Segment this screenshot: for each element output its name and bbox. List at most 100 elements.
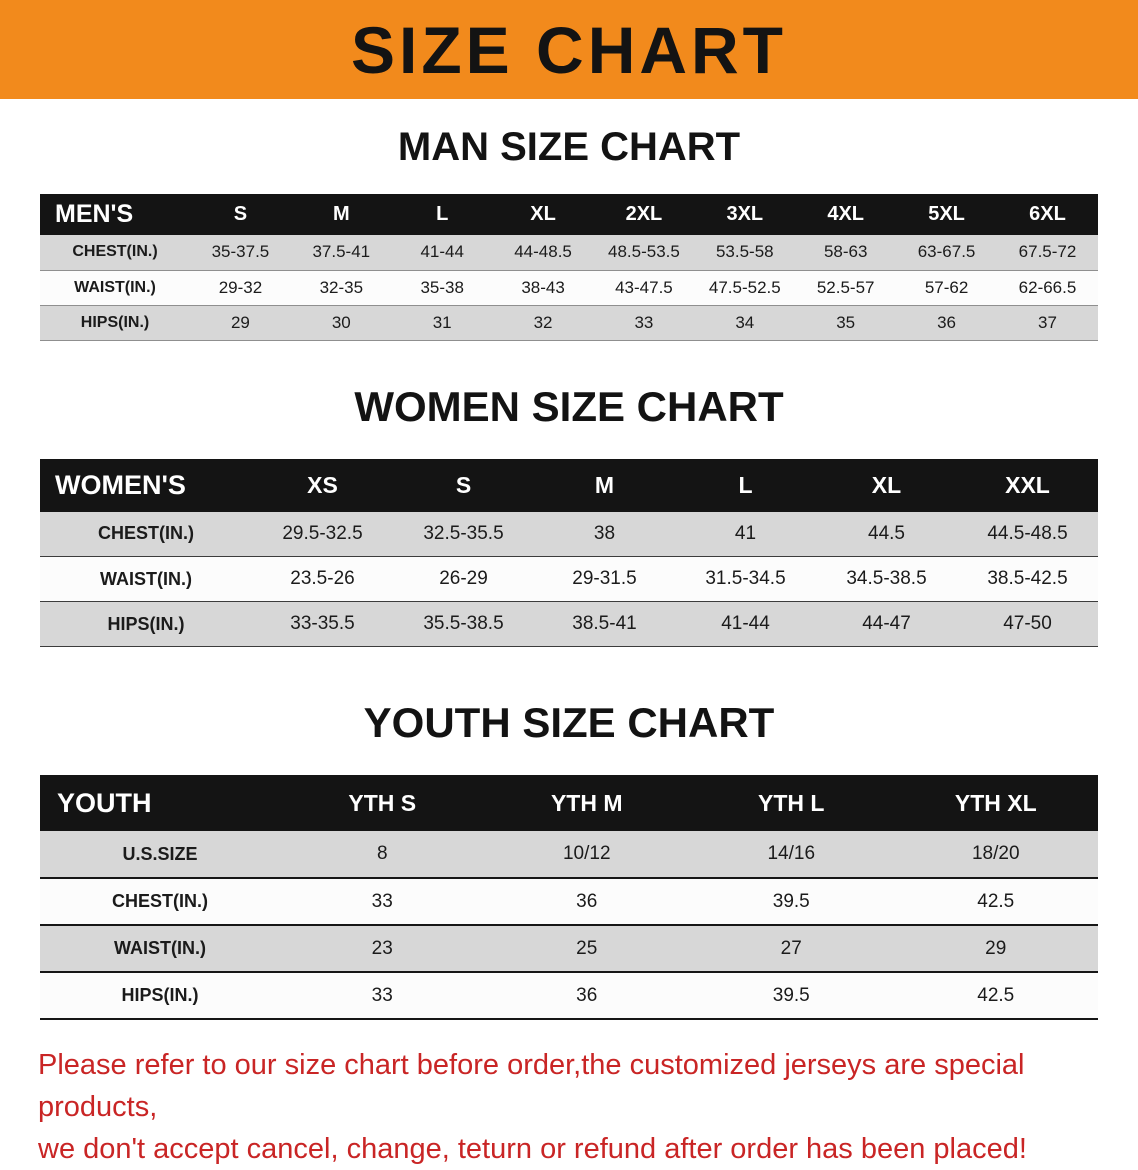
row-label: WAIST(IN.)	[114, 938, 206, 958]
size-value: 25	[576, 937, 598, 959]
size-value: 23	[371, 937, 393, 959]
size-value: 58-63	[823, 242, 868, 262]
size-column-header: XS	[307, 471, 338, 498]
size-value: 10/12	[562, 843, 611, 864]
row-label: CHEST(IN.)	[98, 523, 194, 544]
size-value: 30	[331, 312, 351, 332]
size-value: 31	[432, 312, 452, 332]
youth-corner-label: YOUTH	[57, 787, 152, 818]
size-column-header: M	[594, 471, 615, 498]
size-value: 39.5	[772, 890, 810, 912]
page-title: SIZE CHART	[351, 12, 787, 87]
youth-chest-row: CHEST(IN.) 33 36 39.5 42.5	[40, 878, 1098, 925]
women-corner-label: WOMEN'S	[55, 469, 186, 500]
size-column-header: S	[233, 203, 248, 225]
women-chart-heading: WOMEN SIZE CHART	[354, 382, 784, 430]
size-value: 32	[533, 312, 553, 332]
banner: SIZE CHART	[0, 0, 1138, 99]
women-hips-row: HIPS(IN.) 33-35.5 35.5-38.5 38.5-41 41-4…	[40, 601, 1098, 647]
size-value: 36	[576, 984, 598, 1006]
size-column-header: YTH L	[758, 789, 825, 816]
size-value: 42.5	[977, 984, 1015, 1006]
size-value: 35	[836, 312, 856, 332]
youth-waist-row: WAIST(IN.) 23 25 27 29	[40, 925, 1098, 972]
size-value: 33-35.5	[290, 613, 355, 634]
size-value: 32-35	[319, 277, 364, 297]
row-label: CHEST(IN.)	[72, 243, 158, 261]
men-hips-row: HIPS(IN.) 29 30 31 32 33 34 35 36 37	[40, 305, 1098, 340]
size-value: 36	[576, 890, 598, 912]
size-column-header: M	[332, 203, 350, 225]
size-value: 38-43	[521, 277, 565, 297]
disclaimer-line-1: Please refer to our size chart before or…	[38, 1049, 1025, 1124]
row-label: HIPS(IN.)	[80, 313, 150, 331]
size-value: 47.5-52.5	[708, 277, 781, 297]
size-value: 44.5	[868, 522, 905, 544]
youth-hips-row: HIPS(IN.) 33 36 39.5 42.5	[40, 972, 1098, 1019]
size-value: 33	[371, 984, 393, 1006]
women-size-chart-section: WOMEN SIZE CHART WOMEN'S XS S M L XL XXL…	[0, 383, 1138, 648]
size-value: 41	[734, 522, 757, 544]
men-waist-row: WAIST(IN.) 29-32 32-35 35-38 38-43 43-47…	[40, 270, 1098, 305]
size-value: 42.5	[977, 890, 1015, 912]
size-value: 37.5-41	[312, 242, 371, 262]
youth-size-table: YOUTH YTH S YTH M YTH L YTH XL U.S.SIZE …	[40, 775, 1098, 1020]
size-column-header: YTH XL	[954, 789, 1037, 816]
size-value: 35.5-38.5	[423, 613, 504, 634]
size-value: 27	[780, 937, 802, 959]
size-column-header: 3XL	[726, 203, 764, 225]
size-value: 34	[735, 312, 755, 332]
row-label: WAIST(IN.)	[100, 568, 192, 589]
row-label: CHEST(IN.)	[112, 891, 208, 911]
size-column-header: 4XL	[827, 203, 865, 225]
size-value: 23.5-26	[290, 568, 355, 589]
size-value: 29	[985, 937, 1007, 959]
size-column-header: XL	[871, 471, 902, 498]
size-value: 57-62	[924, 277, 969, 297]
size-value: 34.5-38.5	[846, 568, 927, 589]
size-value: 44.5-48.5	[987, 522, 1068, 544]
men-size-chart-section: MAN SIZE CHART MEN'S S M L XL 2XL 3XL 4X…	[0, 125, 1138, 341]
size-column-header: YTH S	[348, 789, 417, 816]
size-value: 26-29	[439, 568, 488, 589]
size-column-header: L	[738, 471, 753, 498]
size-value: 43-47.5	[615, 277, 673, 297]
youth-chart-heading: YOUTH SIZE CHART	[363, 699, 775, 746]
men-chart-heading: MAN SIZE CHART	[397, 125, 741, 169]
size-value: 29-32	[218, 277, 263, 297]
size-value: 31.5-34.5	[705, 568, 786, 589]
men-size-table: MEN'S S M L XL 2XL 3XL 4XL 5XL 6XL CHEST…	[40, 194, 1098, 341]
size-value: 38.5-41	[572, 613, 637, 634]
youth-size-chart-section: YOUTH SIZE CHART YOUTH YTH S YTH M YTH L…	[0, 699, 1138, 1020]
women-header-row: WOMEN'S XS S M L XL XXL	[40, 458, 1098, 512]
size-value: 41-44	[721, 613, 770, 634]
size-value: 33	[634, 312, 654, 332]
youth-header-row: YOUTH YTH S YTH M YTH L YTH XL	[40, 775, 1098, 831]
row-label: HIPS(IN.)	[121, 985, 199, 1005]
women-chest-row: CHEST(IN.) 29.5-32.5 32.5-35.5 38 41 44.…	[40, 511, 1098, 557]
size-value: 33	[371, 890, 393, 912]
size-value: 14/16	[767, 843, 816, 864]
size-column-header: S	[455, 471, 472, 498]
size-value: 44-47	[862, 613, 911, 634]
size-value: 29-31.5	[572, 568, 637, 589]
row-label: WAIST(IN.)	[74, 278, 156, 296]
women-waist-row: WAIST(IN.) 23.5-26 26-29 29-31.5 31.5-34…	[40, 556, 1098, 602]
size-column-header: YTH M	[550, 789, 623, 816]
size-value: 38	[593, 522, 616, 544]
size-column-header: XL	[530, 203, 556, 225]
disclaimer-line-2: we don't accept cancel, change, teturn o…	[38, 1133, 1027, 1166]
row-label: U.S.SIZE	[122, 843, 198, 864]
size-value: 41-44	[420, 242, 464, 262]
women-size-table: WOMEN'S XS S M L XL XXL CHEST(IN.) 29.5-…	[40, 458, 1098, 648]
size-value: 39.5	[772, 984, 810, 1006]
size-column-header: 6XL	[1029, 203, 1066, 225]
size-value: 67.5-72	[1018, 242, 1077, 262]
disclaimer-note: Please refer to our size chart before or…	[38, 1044, 1100, 1170]
row-label: HIPS(IN.)	[107, 613, 185, 634]
size-value: 38.5-42.5	[987, 568, 1068, 589]
size-value: 32.5-35.5	[423, 522, 504, 544]
size-value: 8	[376, 843, 388, 864]
size-column-header: XXL	[1005, 471, 1050, 498]
size-value: 35-38	[420, 277, 464, 297]
